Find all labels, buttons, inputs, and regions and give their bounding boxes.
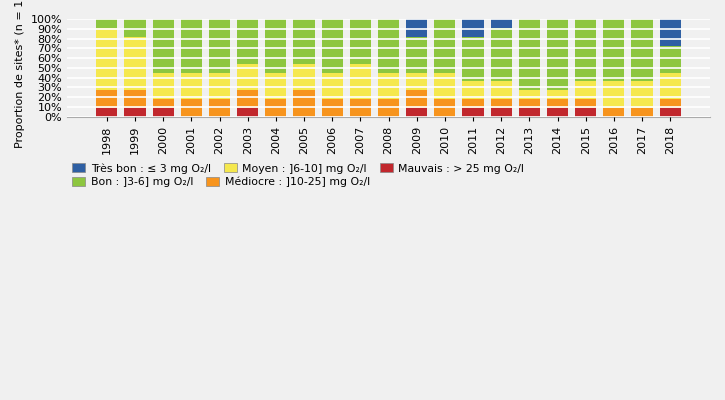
Bar: [294, 64, 315, 90]
Bar: [125, 108, 146, 117]
Bar: [547, 90, 568, 99]
Bar: [463, 108, 484, 117]
Bar: [378, 73, 399, 99]
Bar: [519, 108, 540, 117]
Bar: [406, 90, 427, 108]
Bar: [152, 73, 174, 99]
Bar: [294, 90, 315, 117]
Bar: [519, 19, 540, 90]
Bar: [575, 82, 596, 99]
Bar: [603, 82, 624, 108]
Bar: [237, 90, 258, 108]
Bar: [406, 36, 427, 73]
Bar: [491, 19, 512, 28]
Bar: [96, 19, 117, 28]
Bar: [491, 82, 512, 99]
Bar: [547, 19, 568, 90]
Bar: [378, 19, 399, 73]
Bar: [660, 46, 681, 73]
Bar: [237, 64, 258, 90]
Bar: [349, 64, 371, 99]
Bar: [463, 19, 484, 36]
Bar: [96, 28, 117, 90]
Bar: [519, 99, 540, 108]
Y-axis label: Proportion de sites* (n = 11): Proportion de sites* (n = 11): [15, 0, 25, 148]
Bar: [547, 10, 568, 19]
Bar: [349, 19, 371, 64]
Bar: [491, 108, 512, 117]
Bar: [125, 36, 146, 90]
Bar: [575, 108, 596, 117]
Bar: [406, 19, 427, 36]
Bar: [660, 99, 681, 108]
Bar: [463, 82, 484, 99]
Bar: [491, 28, 512, 82]
Bar: [547, 108, 568, 117]
Bar: [181, 73, 202, 99]
Bar: [660, 73, 681, 99]
Bar: [322, 73, 343, 99]
Bar: [463, 99, 484, 108]
Bar: [406, 73, 427, 90]
Bar: [125, 19, 146, 36]
Bar: [322, 19, 343, 73]
Bar: [660, 19, 681, 46]
Bar: [434, 73, 455, 99]
Bar: [434, 19, 455, 73]
Bar: [631, 82, 652, 108]
Bar: [547, 99, 568, 108]
Bar: [434, 99, 455, 117]
Bar: [265, 19, 286, 73]
Legend: Bon : ]3-6] mg O₂/l, Médiocre : ]10-25] mg O₂/l: Bon : ]3-6] mg O₂/l, Médiocre : ]10-25] …: [72, 177, 370, 187]
Bar: [603, 108, 624, 117]
Bar: [125, 90, 146, 108]
Bar: [96, 108, 117, 117]
Bar: [209, 19, 230, 73]
Bar: [322, 99, 343, 117]
Bar: [575, 19, 596, 82]
Bar: [660, 108, 681, 117]
Bar: [265, 99, 286, 117]
Bar: [463, 36, 484, 82]
Bar: [152, 99, 174, 108]
Bar: [294, 19, 315, 64]
Bar: [378, 99, 399, 117]
Bar: [631, 19, 652, 82]
Bar: [209, 73, 230, 99]
Bar: [349, 99, 371, 117]
Bar: [519, 10, 540, 19]
Bar: [152, 108, 174, 117]
Bar: [181, 19, 202, 73]
Bar: [152, 19, 174, 73]
Bar: [181, 99, 202, 117]
Bar: [519, 90, 540, 99]
Bar: [265, 73, 286, 99]
Bar: [96, 90, 117, 108]
Bar: [237, 19, 258, 64]
Bar: [406, 108, 427, 117]
Bar: [631, 108, 652, 117]
Bar: [491, 99, 512, 108]
Bar: [575, 99, 596, 108]
Bar: [603, 19, 624, 82]
Bar: [209, 99, 230, 117]
Bar: [237, 108, 258, 117]
